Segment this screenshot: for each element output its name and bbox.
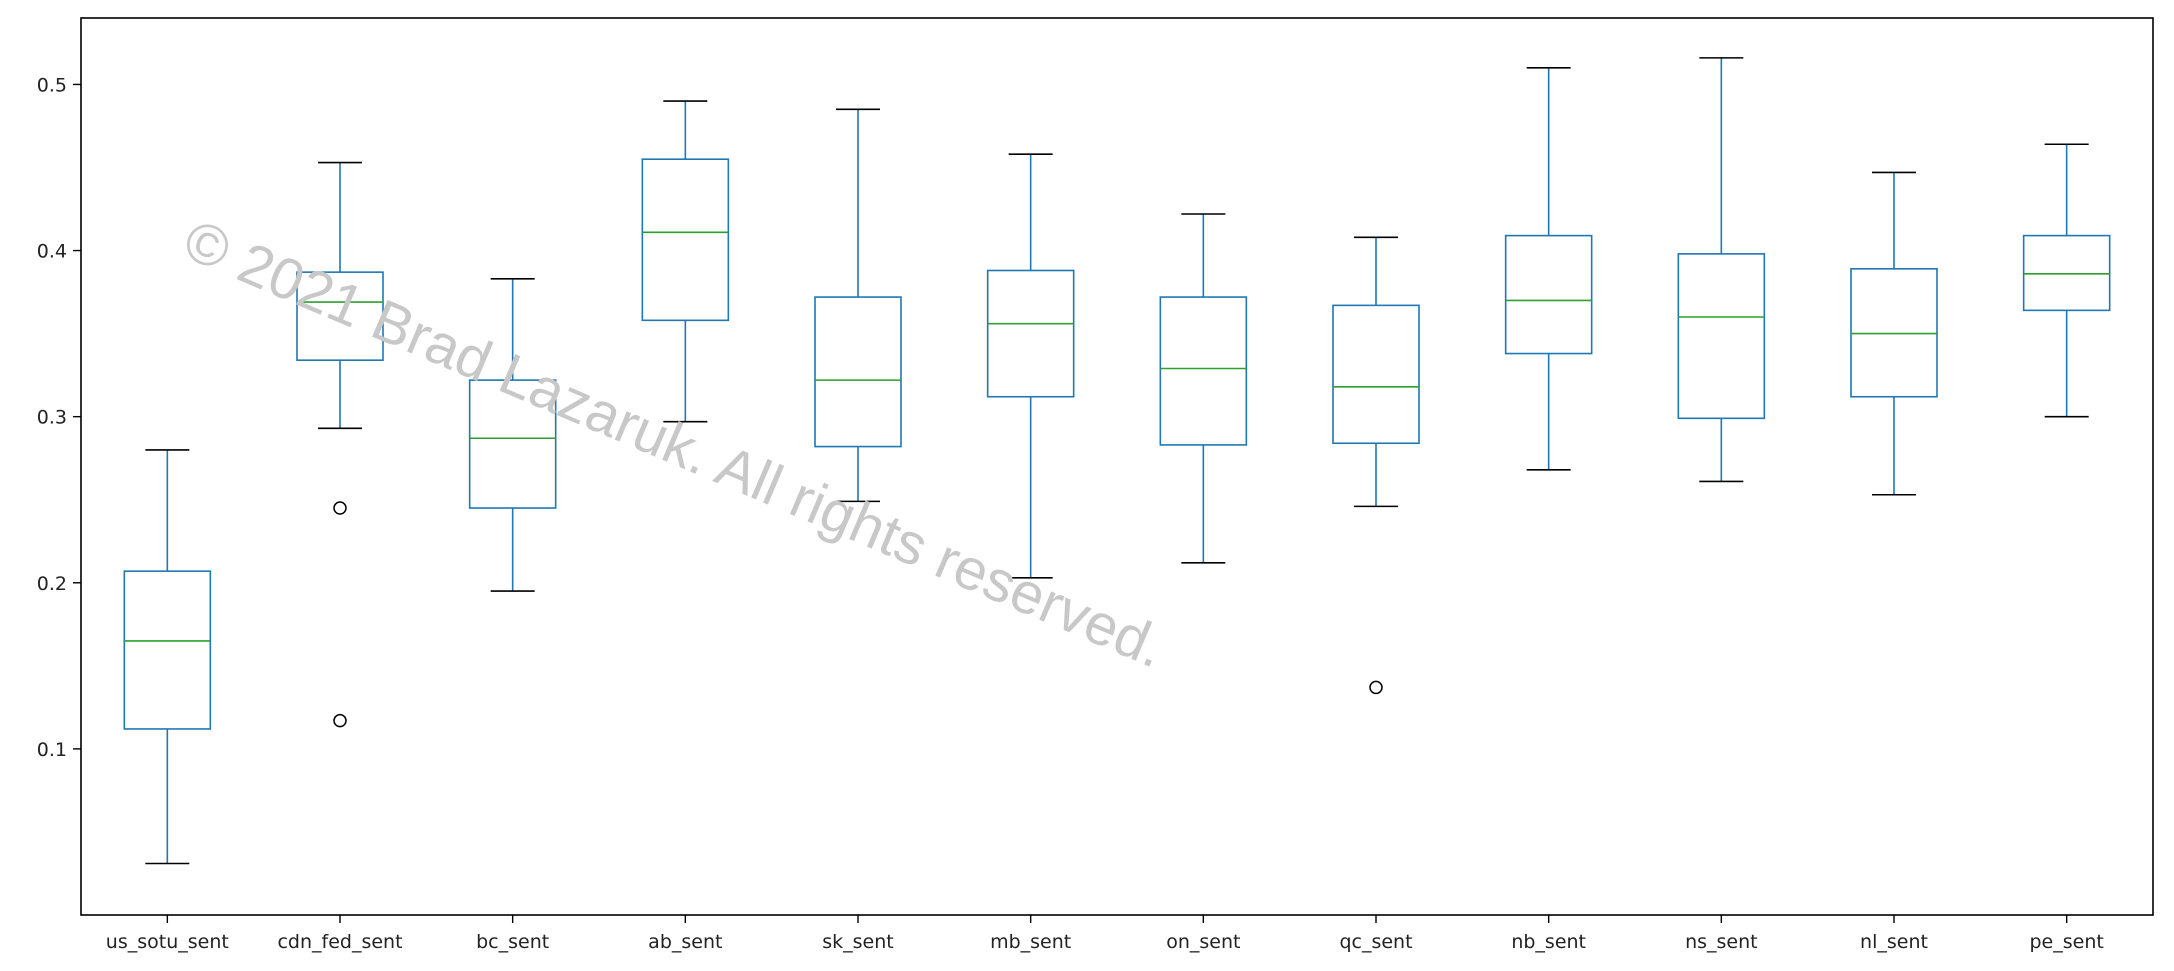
y-tick-label: 0.1 [37, 739, 67, 761]
box-bc_sent [468, 277, 557, 592]
y-axis: 0.1 0.2 0.3 0.4 0.5 [37, 74, 81, 761]
iqr-box [1850, 268, 1938, 398]
box-qc_sent [1332, 236, 1420, 695]
iqr-box [1332, 304, 1420, 445]
x-tick-label: qc_sent [1339, 931, 1412, 953]
iqr-box [468, 379, 557, 509]
watermark-text: © 2021 Brad Lazaruk. All rights reserved… [175, 207, 1175, 680]
x-tick-label: mb_sent [990, 931, 1071, 953]
box-us_sotu_sent [123, 449, 212, 865]
iqr-box [814, 296, 902, 448]
x-tick-label: pe_sent [2029, 931, 2103, 953]
x-tick-label: nb_sent [1511, 931, 1586, 953]
iqr-box [2022, 234, 2111, 312]
iqr-box [641, 158, 730, 322]
plot-frame [80, 17, 2154, 916]
box-sk_sent [814, 108, 902, 503]
x-axis: us_sotu_sent cdn_fed_sent bc_sent ab_sent sk… [106, 915, 2104, 953]
x-tick-label: us_sotu_sent [106, 931, 229, 953]
box-ab_sent [641, 100, 730, 423]
iqr-box [296, 271, 384, 361]
iqr-box [1159, 296, 1248, 446]
iqr-box [986, 269, 1075, 398]
box-on_sent [1159, 213, 1248, 564]
box-nb_sent [1504, 67, 1593, 471]
x-tick-label: on_sent [1166, 931, 1240, 953]
x-tick-label: ns_sent [1685, 931, 1758, 953]
boxes [123, 57, 2111, 865]
box-ns_sent [1677, 57, 1766, 483]
iqr-box [123, 570, 212, 730]
y-tick-label: 0.2 [37, 573, 67, 595]
iqr-box [1504, 234, 1593, 355]
box-nl_sent [1850, 171, 1938, 496]
x-tick-label: nl_sent [1860, 931, 1928, 953]
box-mb_sent [986, 153, 1075, 579]
y-tick-label: 0.5 [37, 74, 67, 96]
x-tick-label: ab_sent [648, 931, 722, 953]
y-tick-label: 0.4 [37, 241, 67, 263]
y-tick-label: 0.3 [37, 407, 67, 429]
box-pe_sent [2022, 143, 2111, 418]
x-tick-label: cdn_fed_sent [277, 931, 402, 953]
iqr-box [1677, 253, 1766, 420]
outlier-point [333, 501, 347, 515]
x-tick-label: bc_sent [476, 931, 549, 953]
outlier-point [333, 713, 347, 728]
outlier-point [1369, 680, 1383, 695]
box-cdn_fed_sent [296, 161, 384, 728]
x-tick-label: sk_sent [822, 931, 893, 953]
